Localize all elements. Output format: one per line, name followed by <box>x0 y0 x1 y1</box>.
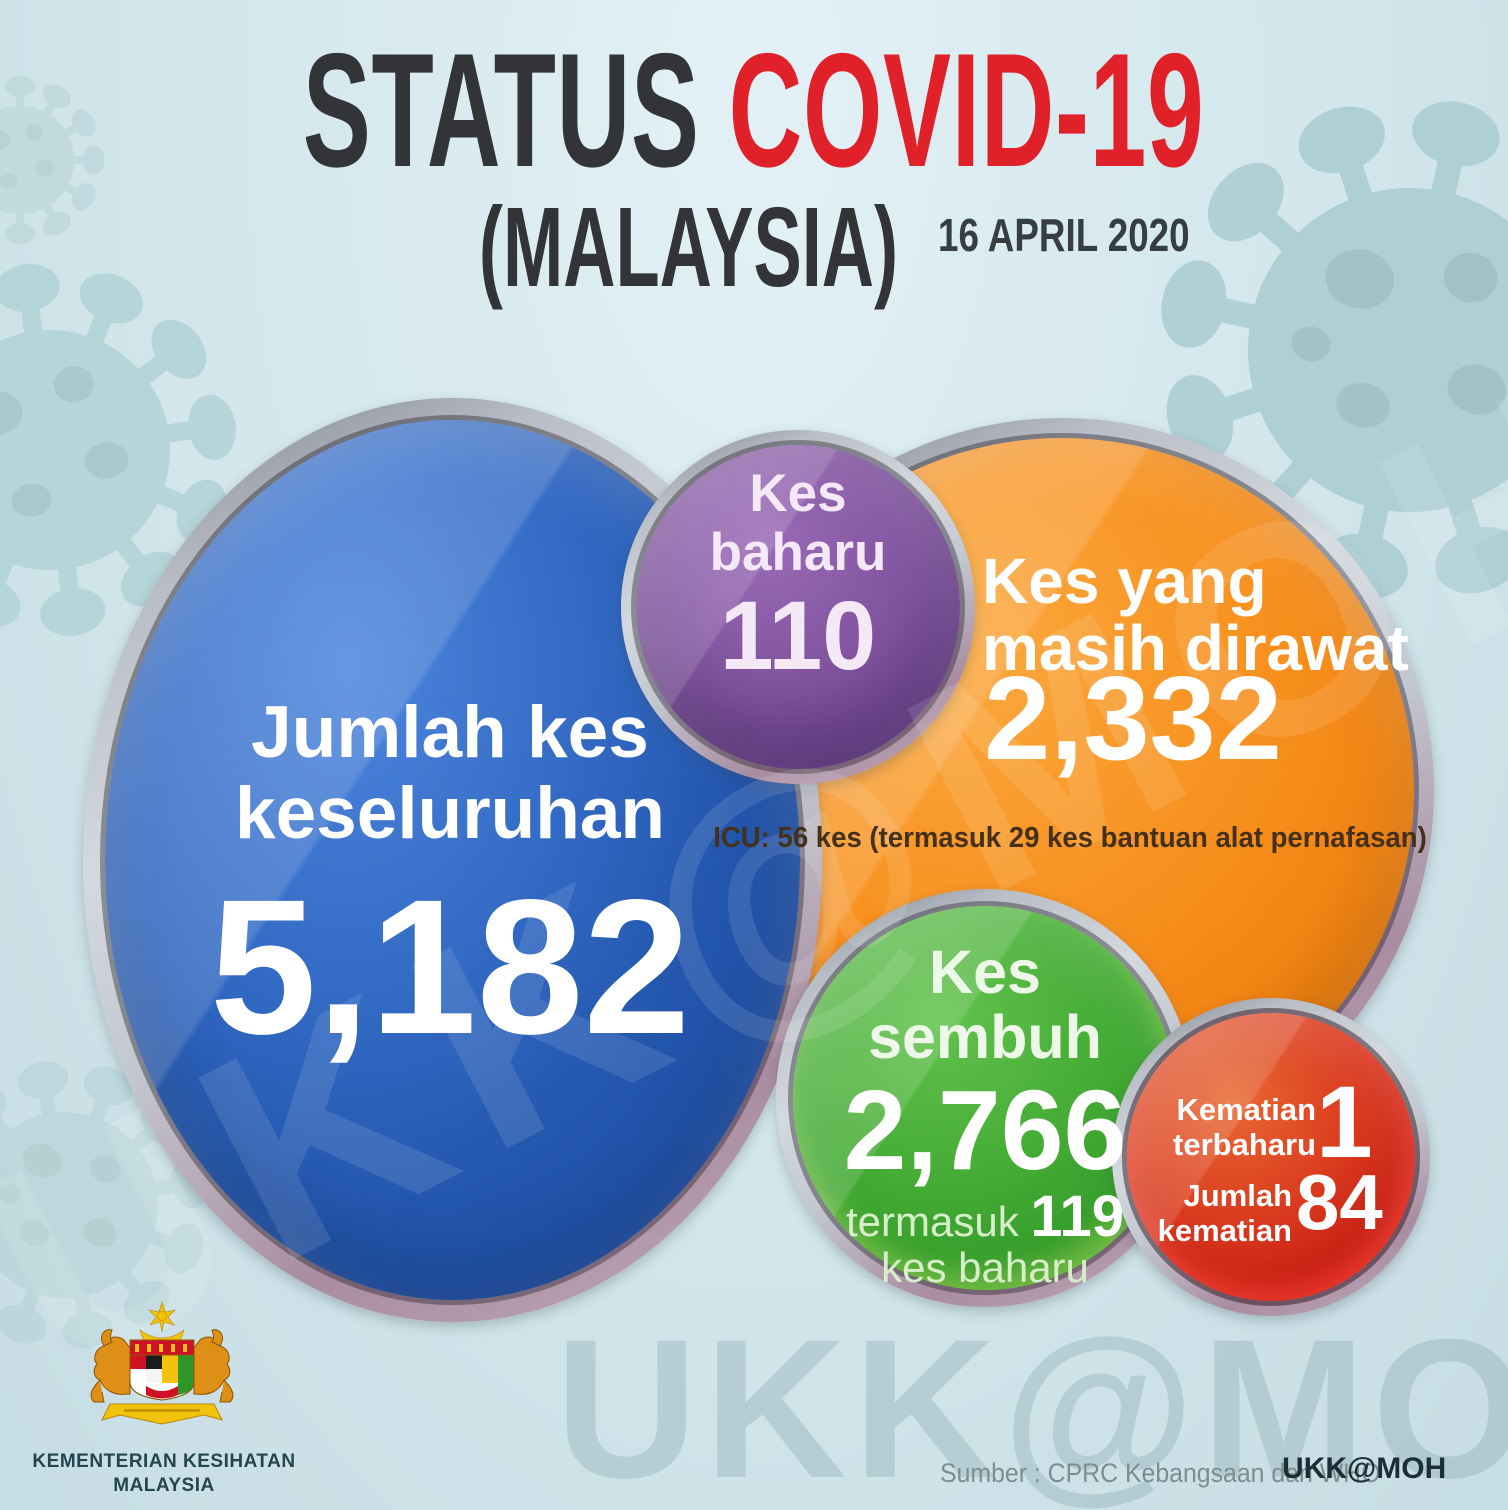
total-cases-value: 5,182 <box>209 859 691 1074</box>
total-deaths-value: 84 <box>1296 1158 1383 1246</box>
credit-text: UKK@MOH <box>1282 1452 1447 1485</box>
watermark-bottom: UKK@MOH <box>555 1298 1508 1510</box>
page-title: STATUS COVID-19 <box>0 26 1508 196</box>
title-status: STATUS <box>303 20 701 201</box>
title-covid19: COVID-19 <box>729 20 1205 201</box>
recovered-note: termasuk 119 kes baharu <box>846 1184 1124 1291</box>
ministry-name: KEMENTERIAN KESIHATAN MALAYSIA <box>32 1451 296 1496</box>
bubble-recovered <box>793 906 1177 1290</box>
recovered-new-value: 119 <box>1030 1184 1124 1249</box>
source-text: Sumber : CPRC Kebangsaan dan WHO <box>940 1458 1381 1488</box>
recovered-value: 2,766 <box>843 1067 1127 1193</box>
new-cases-value: 110 <box>719 581 877 690</box>
active-cases-value: 2,332 <box>984 652 1282 785</box>
icu-note: ICU: 56 kes (termasuk 29 kes bantuan ala… <box>713 822 1427 854</box>
active-cases-label: Kes yang masih dirawat <box>982 545 1409 684</box>
subtitle-malaysia: (MALAYSIA) <box>478 184 898 310</box>
new-cases-label: Kes <box>749 464 847 523</box>
total-cases-label: Jumlah kes keseluruhan <box>234 692 666 854</box>
recovered-block: Kes sembuh 2,766 termasuk 119 kes baharu <box>780 940 1190 1291</box>
report-date: 16 APRIL 2020 <box>938 209 1190 261</box>
coat-of-arms-logo <box>90 1300 234 1425</box>
new-cases-block: Kes baharu 110 <box>640 464 956 688</box>
recovered-label: Kes <box>929 938 1041 1006</box>
bubble-deaths-ring <box>1112 998 1430 1316</box>
bubble-new-cases-ring <box>621 430 975 784</box>
total-deaths-label: Jumlah kematian <box>1157 1178 1292 1248</box>
bubble-new-cases <box>636 445 960 769</box>
latest-deaths-value: 1 <box>1316 1065 1373 1179</box>
latest-deaths-label: Kematian terbaharu <box>1173 1092 1316 1162</box>
bubble-deaths <box>1127 1013 1415 1301</box>
